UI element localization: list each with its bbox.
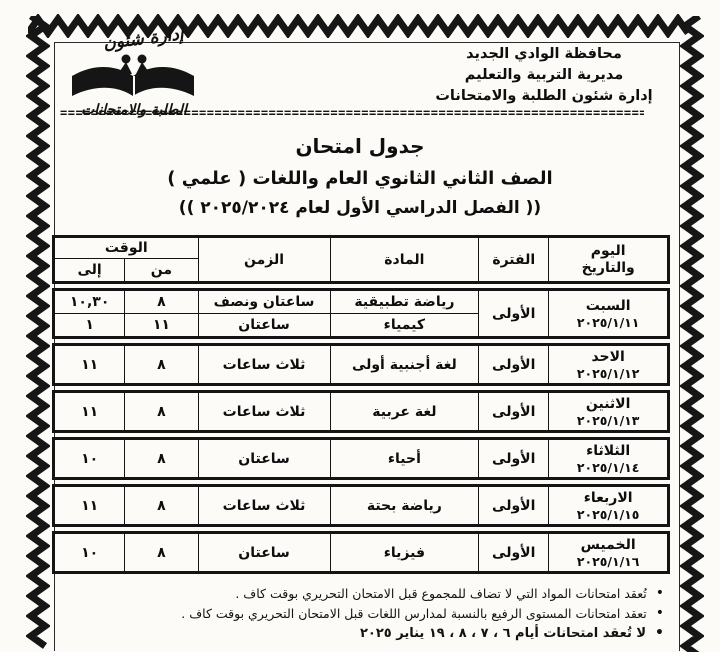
logo-figure-body-right <box>136 62 150 74</box>
duration-cell: ساعتان <box>197 532 331 573</box>
day-cell: الاربعاء ٢٠٢٥/١/١٥ <box>548 485 669 526</box>
schedule-row-monday: الاثنين ٢٠٢٥/١/١٣ الأولى لغة عربية ثلاث … <box>52 390 670 433</box>
header-duration: الزمن <box>197 236 331 283</box>
logo-book-spine <box>133 76 135 96</box>
subject-cell: رياضة تطبيقية <box>329 289 480 314</box>
bullet-icon: • <box>655 585 664 601</box>
day-cell: الاحد ٢٠٢٥/١/١٢ <box>548 344 669 385</box>
subject-cell: كيمياء <box>329 313 480 338</box>
org-line-governorate: محافظة الوادي الجديد <box>466 46 622 62</box>
duration-cell: ثلاث ساعات <box>197 485 331 526</box>
schedule-row-saturday: السبت ٢٠٢٥/١/١١ الأولى رياضة تطبيقية ساع… <box>52 288 670 339</box>
day-cell: الخميس ٢٠٢٥/١/١٦ <box>548 532 669 573</box>
logo-figure-head-right <box>137 54 147 64</box>
logo-figure-head-left <box>121 54 131 64</box>
footnote-text: تُعقد امتحانات المواد التي لا تضاف للمجم… <box>235 586 647 601</box>
to-cell: ١١ <box>52 485 126 526</box>
from-cell: ٨ <box>124 532 199 573</box>
zigzag-border-left <box>26 16 50 649</box>
title-grade: الصف الثاني الثانوي العام واللغات ( علمي… <box>167 168 553 189</box>
exam-schedule-table: اليوم والتاريخ الفترة المادة الزمن الوقت… <box>48 235 670 578</box>
header-subject: المادة <box>329 236 480 283</box>
day-cell: السبت ٢٠٢٥/١/١١ <box>548 289 669 338</box>
bullet-icon: • <box>655 625 664 641</box>
from-cell: ٨ <box>124 485 199 526</box>
duration-cell: ساعتان <box>197 313 331 338</box>
organization-header: محافظة الوادي الجديد مديرية التربية والت… <box>420 44 668 107</box>
title-term: (( الفصل الدراسي الأول لعام ٢٠٢٥/٢٠٢٤ )) <box>178 198 542 218</box>
zigzag-border-right <box>680 16 704 652</box>
from-cell: ٨ <box>124 344 199 385</box>
duration-cell: ساعتان ونصف <box>197 289 331 314</box>
duration-cell: ثلاث ساعات <box>197 391 331 432</box>
to-cell: ١ <box>52 313 126 338</box>
period-cell: الأولى <box>478 344 550 385</box>
from-cell: ٨ <box>124 391 199 432</box>
department-logo: إدارة شئون الطلبة والامتحانات <box>72 24 194 118</box>
day-cell: الثلاثاء ٢٠٢٥/١/١٤ <box>548 438 669 479</box>
subject-cell: لغة أجنبية أولى <box>329 344 480 385</box>
period-cell: الأولى <box>478 289 550 338</box>
letterhead-divider: ========================================… <box>60 106 644 120</box>
subject-cell: لغة عربية <box>329 391 480 432</box>
logo-figure-body-left <box>118 62 132 74</box>
duration-cell: ثلاث ساعات <box>197 344 331 385</box>
duration-cell: ساعتان <box>197 438 331 479</box>
header-time: الوقت <box>53 236 199 259</box>
org-line-directorate: مديرية التربية والتعليم <box>464 67 624 83</box>
header-time-to: إلى <box>52 258 126 283</box>
schedule-row-thursday: الخميس ٢٠٢٥/١/١٦ الأولى فيزياء ساعتان ٨ … <box>52 531 670 574</box>
from-cell: ١١ <box>124 313 199 338</box>
footnote-item: • تُعقد امتحانات المواد التي لا تضاف للم… <box>84 586 664 602</box>
logo-top-text: إدارة شئون <box>102 24 187 54</box>
to-cell: ١٠,٣٠ <box>52 289 126 314</box>
header-period: الفترة <box>478 236 550 283</box>
footnote-item: • لا تُعقد امتحانات أيام ٦ ، ٧ ، ٨ ، ١٩ … <box>84 626 664 642</box>
footnote-text: لا تُعقد امتحانات أيام ٦ ، ٧ ، ٨ ، ١٩ ين… <box>360 626 647 641</box>
schedule-row-tuesday: الثلاثاء ٢٠٢٥/١/١٤ الأولى أحياء ساعتان ٨… <box>52 437 670 480</box>
footnotes: • تُعقد امتحانات المواد التي لا تضاف للم… <box>84 586 664 646</box>
period-cell: الأولى <box>478 485 550 526</box>
schedule-header: اليوم والتاريخ الفترة المادة الزمن الوقت… <box>52 235 670 284</box>
to-cell: ١١ <box>52 391 126 432</box>
document-title-block: جدول امتحان الصف الثاني الثانوي العام وا… <box>48 134 672 218</box>
org-line-administration: إدارة شئون الطلبة والامتحانات <box>435 88 653 104</box>
logo-bottom-text: الطلبة والامتحانات <box>81 102 189 118</box>
footnote-text: تعقد امتحانات المستوى الرفيع بالنسبة لمد… <box>181 606 647 621</box>
subject-cell: فيزياء <box>329 532 480 573</box>
day-cell: الاثنين ٢٠٢٥/١/١٣ <box>548 391 669 432</box>
to-cell: ١٠ <box>52 438 126 479</box>
period-cell: الأولى <box>478 438 550 479</box>
footnote-item: • تعقد امتحانات المستوى الرفيع بالنسبة ل… <box>84 606 664 622</box>
schedule-row-wednesday: الاربعاء ٢٠٢٥/١/١٥ الأولى رياضة بحتة ثلا… <box>52 484 670 527</box>
subject-cell: أحياء <box>329 438 480 479</box>
header-time-from: من <box>124 258 199 283</box>
from-cell: ٨ <box>124 289 199 314</box>
subject-cell: رياضة بحتة <box>329 485 480 526</box>
title-main: جدول امتحان <box>295 134 425 158</box>
period-cell: الأولى <box>478 532 550 573</box>
zigzag-border-top <box>28 14 691 38</box>
bullet-icon: • <box>655 605 664 621</box>
schedule-row-sunday: الاحد ٢٠٢٥/١/١٢ الأولى لغة أجنبية أولى ث… <box>52 343 670 386</box>
to-cell: ١٠ <box>52 532 126 573</box>
header-day-date: اليوم والتاريخ <box>548 236 669 283</box>
from-cell: ٨ <box>124 438 199 479</box>
period-cell: الأولى <box>478 391 550 432</box>
to-cell: ١١ <box>52 344 126 385</box>
